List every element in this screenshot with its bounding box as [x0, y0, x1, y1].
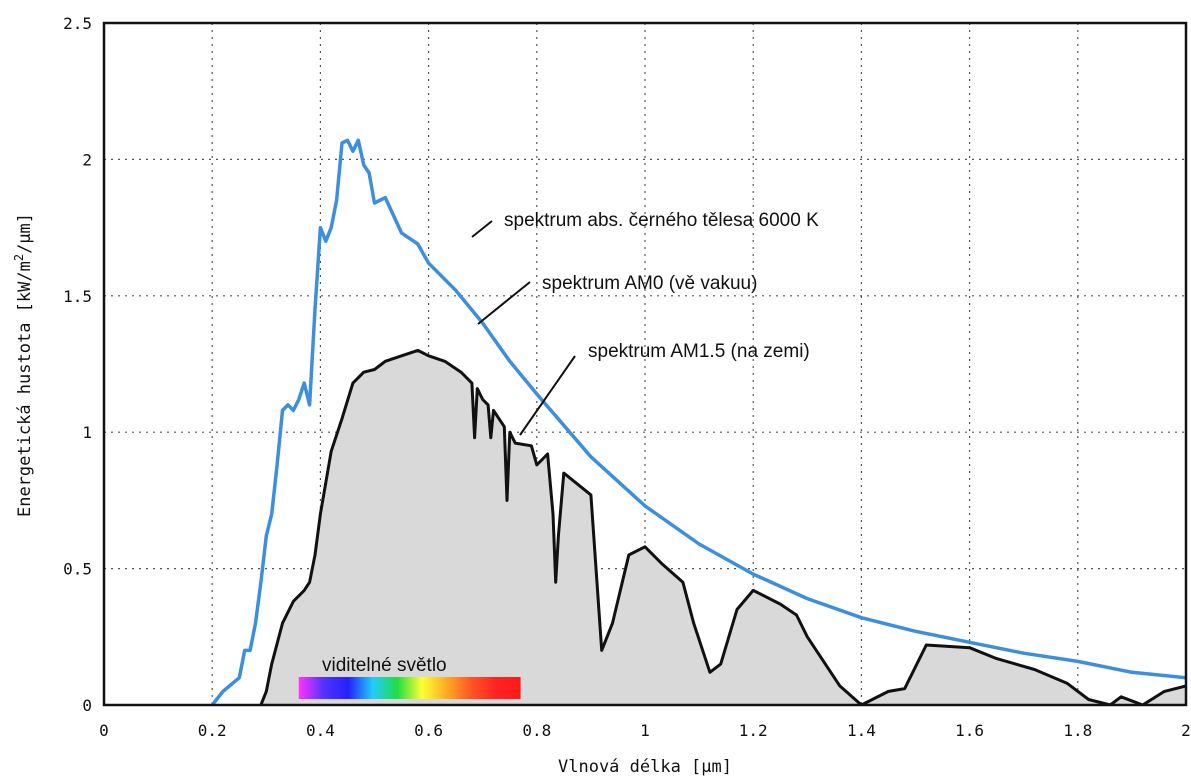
x-tick-labels: 0 0.2 0.4 0.6 0.8 1 1.2 1.4 1.6 1.8 2 — [99, 721, 1191, 740]
am0-line — [210, 138, 1186, 706]
visible-light-label: viditelné světlo — [322, 655, 447, 676]
am15-fill-area — [260, 350, 1186, 705]
x-tick-label: 0.2 — [198, 721, 227, 740]
y-tick-label: 2.5 — [63, 14, 92, 33]
y-tick-labels: 0 0.5 1 1.5 2 2.5 — [63, 14, 92, 715]
x-tick-label: 2 — [1181, 721, 1191, 740]
annotation-am15: spektrum AM1.5 (na zemi) — [519, 341, 810, 436]
annotation-am15-pointer — [519, 355, 576, 436]
x-tick-label: 1.2 — [739, 721, 768, 740]
x-tick-label: 0 — [99, 721, 109, 740]
y-tick-label: 0 — [82, 696, 92, 715]
annotation-am0-pointer — [477, 281, 531, 325]
x-tick-label: 1.6 — [955, 721, 984, 740]
annotation-blackbody-pointer — [471, 220, 493, 238]
x-tick-label: 1.4 — [847, 721, 876, 740]
am15-line — [259, 348, 1186, 706]
x-axis-title: Vlnová délka [µm] — [558, 757, 732, 777]
x-tick-label: 0.6 — [414, 721, 443, 740]
y-tick-label: 1.5 — [63, 287, 92, 306]
am15-fill — [260, 350, 1186, 705]
annotation-am0: spektrum AM0 (vě vakuu) — [477, 273, 757, 325]
visible-light-spectrum-band — [298, 677, 521, 699]
plot-frame — [102, 21, 1188, 707]
x-tick-label: 1 — [640, 721, 650, 740]
x-tick-label: 1.8 — [1063, 721, 1092, 740]
y-tick-label: 1 — [82, 423, 92, 442]
x-tick-label: 0.4 — [306, 721, 335, 740]
annotation-blackbody: spektrum abs. černého tělesa 6000 K — [471, 210, 819, 238]
x-tick-label: 0.8 — [522, 721, 551, 740]
series-lines — [210, 138, 1186, 706]
y-tick-label: 0.5 — [63, 560, 92, 579]
y-axis-title: Energetická hustota [kW/m2/µm] — [12, 213, 35, 517]
y-tick-label: 2 — [82, 150, 92, 169]
annotation-am0-label: spektrum AM0 (vě vakuu) — [542, 273, 757, 294]
annotation-am15-label: spektrum AM1.5 (na zemi) — [588, 341, 810, 362]
annotation-blackbody-label: spektrum abs. černého tělesa 6000 K — [504, 210, 819, 231]
